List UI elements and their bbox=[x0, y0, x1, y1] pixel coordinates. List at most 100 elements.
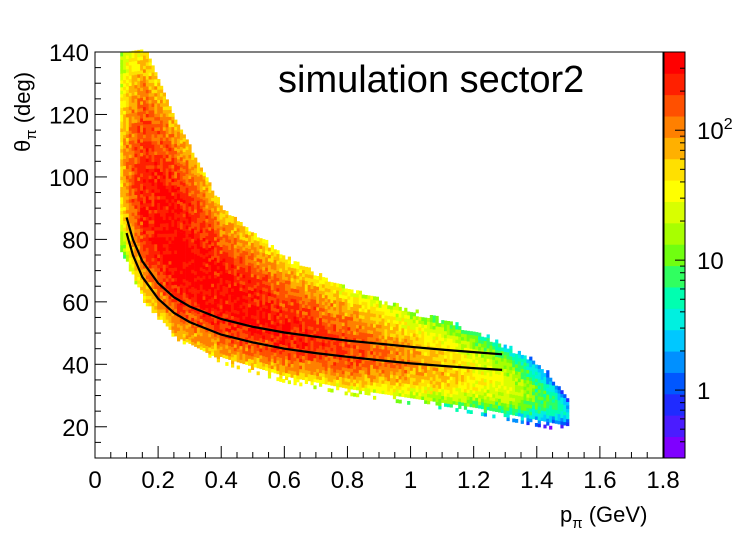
heatmap-cell bbox=[347, 340, 351, 345]
heatmap-cell bbox=[202, 333, 206, 338]
heatmap-cell bbox=[185, 146, 189, 150]
heatmap-cell bbox=[177, 234, 181, 239]
heatmap-cell bbox=[239, 287, 243, 292]
heatmap-cell bbox=[265, 339, 269, 344]
heatmap-cell bbox=[367, 347, 371, 351]
heatmap-cell bbox=[214, 274, 218, 279]
heatmap-cell bbox=[125, 161, 130, 166]
heatmap-cell bbox=[438, 367, 442, 372]
heatmap-cell bbox=[154, 309, 158, 313]
heatmap-cell bbox=[478, 387, 482, 392]
heatmap-cell bbox=[282, 289, 286, 294]
heatmap-cell bbox=[262, 307, 266, 312]
heatmap-cell bbox=[134, 208, 138, 213]
heatmap-cell bbox=[123, 206, 127, 211]
heatmap-cell bbox=[179, 335, 184, 340]
heatmap-cell bbox=[168, 106, 172, 110]
heatmap-cell bbox=[421, 385, 425, 390]
heatmap-cell bbox=[324, 291, 328, 296]
heatmap-cell bbox=[424, 331, 428, 336]
heatmap-cell bbox=[427, 369, 431, 374]
heatmap-cell bbox=[162, 315, 166, 320]
heatmap-cell bbox=[327, 377, 331, 382]
heatmap-cell bbox=[219, 353, 223, 357]
heatmap-cell bbox=[253, 236, 257, 241]
heatmap-cell bbox=[353, 392, 357, 397]
heatmap-cell bbox=[245, 343, 249, 348]
heatmap-cell bbox=[427, 324, 431, 329]
heatmap-cell bbox=[296, 340, 300, 345]
heatmap-cell bbox=[134, 270, 138, 275]
heatmap-cell bbox=[341, 360, 345, 364]
heatmap-cell bbox=[168, 109, 172, 114]
heatmap-cell bbox=[194, 188, 198, 193]
heatmap-cell bbox=[128, 61, 132, 66]
heatmap-cell bbox=[276, 360, 280, 364]
heatmap-cell bbox=[478, 353, 482, 358]
heatmap-cell bbox=[336, 297, 340, 301]
heatmap-cell bbox=[140, 235, 144, 239]
heatmap-cell bbox=[259, 358, 263, 363]
heatmap-cell bbox=[231, 236, 235, 241]
heatmap-cell bbox=[256, 340, 260, 345]
heatmap-cell bbox=[168, 209, 172, 214]
heatmap-cell bbox=[151, 65, 155, 70]
heatmap-cell bbox=[194, 343, 198, 347]
heatmap-cell bbox=[270, 289, 274, 294]
heatmap-cell bbox=[165, 264, 169, 269]
heatmap-cell bbox=[211, 225, 215, 229]
heatmap-cell bbox=[455, 387, 459, 392]
heatmap-cell bbox=[452, 387, 456, 391]
heatmap-cell bbox=[412, 388, 416, 392]
heatmap-cell bbox=[358, 390, 362, 395]
heatmap-cell bbox=[239, 222, 243, 226]
heatmap-cell bbox=[302, 341, 306, 346]
heatmap-cell bbox=[225, 279, 229, 284]
heatmap-cell bbox=[324, 301, 328, 306]
heatmap-cell bbox=[196, 306, 201, 311]
heatmap-cell bbox=[461, 360, 465, 365]
heatmap-cell bbox=[310, 292, 314, 296]
heatmap-cell bbox=[253, 343, 257, 347]
heatmap-cell bbox=[191, 217, 195, 222]
heatmap-cell bbox=[123, 234, 127, 239]
heatmap-cell bbox=[174, 291, 178, 296]
heatmap-cell bbox=[145, 233, 149, 238]
heatmap-cell bbox=[463, 371, 468, 376]
heatmap-cell bbox=[256, 295, 260, 300]
heatmap-cell bbox=[182, 309, 186, 314]
heatmap-cell bbox=[344, 343, 348, 348]
heatmap-cell bbox=[151, 264, 155, 269]
heatmap-cell bbox=[378, 317, 382, 322]
heatmap-cell bbox=[407, 390, 411, 395]
heatmap-cell bbox=[199, 184, 203, 189]
heatmap-cell bbox=[125, 75, 130, 80]
heatmap-cell bbox=[145, 137, 149, 142]
heatmap-cell bbox=[219, 232, 223, 237]
heatmap-cell bbox=[407, 373, 411, 378]
heatmap-cell bbox=[259, 265, 263, 270]
heatmap-cell bbox=[199, 239, 203, 244]
heatmap-cell bbox=[194, 198, 198, 203]
heatmap-cell bbox=[128, 85, 132, 90]
heatmap-cell bbox=[276, 284, 280, 289]
heatmap-cell bbox=[409, 363, 414, 368]
heatmap-cell bbox=[319, 341, 323, 346]
heatmap-cell bbox=[236, 283, 240, 287]
heatmap-cell bbox=[310, 353, 314, 358]
heatmap-cell bbox=[131, 50, 135, 55]
heatmap-cell bbox=[338, 321, 343, 326]
heatmap-cell bbox=[259, 276, 263, 280]
heatmap-cell bbox=[228, 253, 232, 257]
heatmap-cell bbox=[285, 269, 289, 274]
heatmap-cell bbox=[214, 195, 218, 200]
heatmap-cell bbox=[188, 175, 192, 179]
heatmap-cell bbox=[225, 252, 229, 256]
heatmap-cell bbox=[174, 184, 178, 189]
heatmap-cell bbox=[384, 301, 388, 306]
heatmap-cell bbox=[125, 158, 130, 162]
heatmap-cell bbox=[285, 297, 289, 302]
heatmap-cell bbox=[205, 198, 209, 202]
heatmap-cell bbox=[179, 198, 184, 202]
heatmap-cell bbox=[151, 127, 155, 131]
